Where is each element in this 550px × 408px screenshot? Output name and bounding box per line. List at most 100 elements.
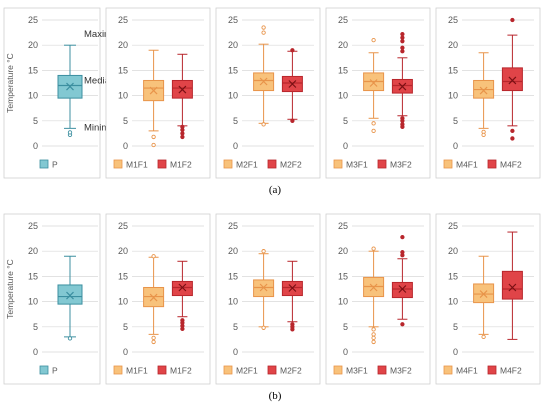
y-tick-label: 5	[33, 322, 38, 332]
mean-marker	[178, 85, 187, 94]
box	[391, 281, 413, 299]
mean-marker	[178, 283, 187, 292]
outlier-point	[400, 234, 405, 240]
chart-frame	[3, 213, 101, 385]
outlier-point	[400, 45, 405, 50]
y-tick-label: 20	[228, 40, 238, 50]
y-tick-label: 25	[338, 221, 348, 231]
chart-panel-a: 0 5 10 15 20 25 Temperature °C Maximum Mediam Min…	[3, 7, 541, 179]
mean-marker	[369, 79, 378, 87]
y-tick-label: 25	[28, 221, 38, 231]
y-axis-label: Temperature °C	[5, 53, 15, 113]
outlier-point	[371, 128, 376, 134]
mean-marker	[479, 290, 488, 298]
y-tick-label: 25	[118, 15, 128, 25]
outlier-point	[290, 118, 295, 123]
mean-marker	[66, 291, 74, 300]
box	[501, 270, 523, 300]
y-tick-label: 10	[338, 297, 348, 307]
mean-marker	[149, 293, 158, 302]
legend-swatch	[157, 365, 167, 375]
y-tick-label: 20	[448, 246, 458, 256]
legend-label: M4F2	[500, 160, 522, 170]
y-tick-label: 25	[118, 221, 128, 231]
y-tick-label: 10	[228, 91, 238, 101]
y-tick-label: 15	[338, 65, 348, 75]
y-tick-label: 25	[448, 15, 458, 25]
outlier-point	[67, 130, 73, 135]
box	[501, 67, 523, 92]
y-tick-label: 0	[33, 347, 38, 357]
outlier-point	[400, 253, 405, 258]
y-tick-label: 20	[28, 40, 38, 50]
y-tick-label: 0	[123, 347, 128, 357]
outlier-point	[371, 246, 376, 251]
y-tick-label: 0	[453, 347, 458, 357]
y-tick-label: 10	[448, 297, 458, 307]
legend-label: P	[52, 160, 58, 170]
y-tick-label: 15	[28, 65, 38, 75]
legend-label: M2F2	[280, 160, 302, 170]
y-tick-label: 20	[228, 246, 238, 256]
legend-swatch	[267, 365, 277, 375]
y-tick-label: 25	[28, 15, 38, 25]
y-tick-label: 20	[338, 246, 348, 256]
y-tick-label: 0	[123, 141, 128, 151]
y-tick-label: 20	[118, 246, 128, 256]
chart-frame	[215, 7, 321, 179]
y-tick-label: 5	[33, 116, 38, 126]
y-tick-label: 0	[33, 141, 38, 151]
outlier-point	[481, 334, 486, 340]
y-tick-label: 0	[233, 347, 238, 357]
outlier-point	[371, 339, 376, 345]
y-tick-label: 10	[228, 297, 238, 307]
legend-swatch	[223, 365, 233, 375]
outlier-point	[261, 325, 266, 330]
y-tick-label: 5	[343, 322, 348, 332]
outlier-point	[151, 339, 156, 345]
y-tick-label: 5	[343, 116, 348, 126]
y-tick-label: 15	[448, 271, 458, 281]
legend-swatch	[443, 159, 453, 169]
outlier-point	[510, 128, 515, 134]
mean-marker	[398, 285, 407, 293]
mean-marker	[288, 284, 297, 292]
outlier-point	[151, 134, 156, 140]
y-tick-label: 25	[338, 15, 348, 25]
outlier-point	[261, 25, 266, 30]
outlier-point	[290, 327, 295, 332]
y-tick-label: 15	[28, 271, 38, 281]
y-tick-label: 0	[233, 141, 238, 151]
annotation-label: Minimum	[84, 122, 123, 133]
outlier-point	[180, 131, 185, 136]
outlier-point	[180, 134, 185, 140]
outlier-point	[481, 132, 486, 138]
legend-label: M3F1	[346, 366, 368, 376]
legend-label: M4F2	[500, 366, 522, 376]
legend-swatch	[333, 159, 343, 169]
y-tick-label: 15	[228, 65, 238, 75]
legend-swatch	[113, 365, 123, 375]
legend-label: M3F1	[346, 160, 368, 170]
outlier-point	[400, 31, 405, 37]
mean-marker	[259, 77, 268, 86]
legend-label: P	[52, 366, 58, 376]
y-tick-label: 20	[338, 40, 348, 50]
y-tick-label: 25	[228, 221, 238, 231]
legend-swatch	[267, 159, 277, 169]
outlier-point	[400, 124, 405, 129]
y-tick-label: 10	[118, 91, 128, 101]
outlier-point	[400, 35, 405, 40]
y-tick-label: 5	[123, 322, 128, 332]
outlier-point	[371, 121, 376, 126]
legend-swatch	[157, 159, 167, 169]
outlier-point	[151, 142, 156, 148]
y-tick-label: 20	[448, 40, 458, 50]
legend-label: M1F2	[170, 160, 192, 170]
y-tick-label: 15	[118, 271, 128, 281]
caption-b: (b)	[268, 390, 282, 402]
mean-marker	[398, 82, 407, 91]
y-tick-label: 20	[28, 246, 38, 256]
legend-label: M2F1	[236, 366, 258, 376]
legend-label: M2F1	[236, 160, 258, 170]
